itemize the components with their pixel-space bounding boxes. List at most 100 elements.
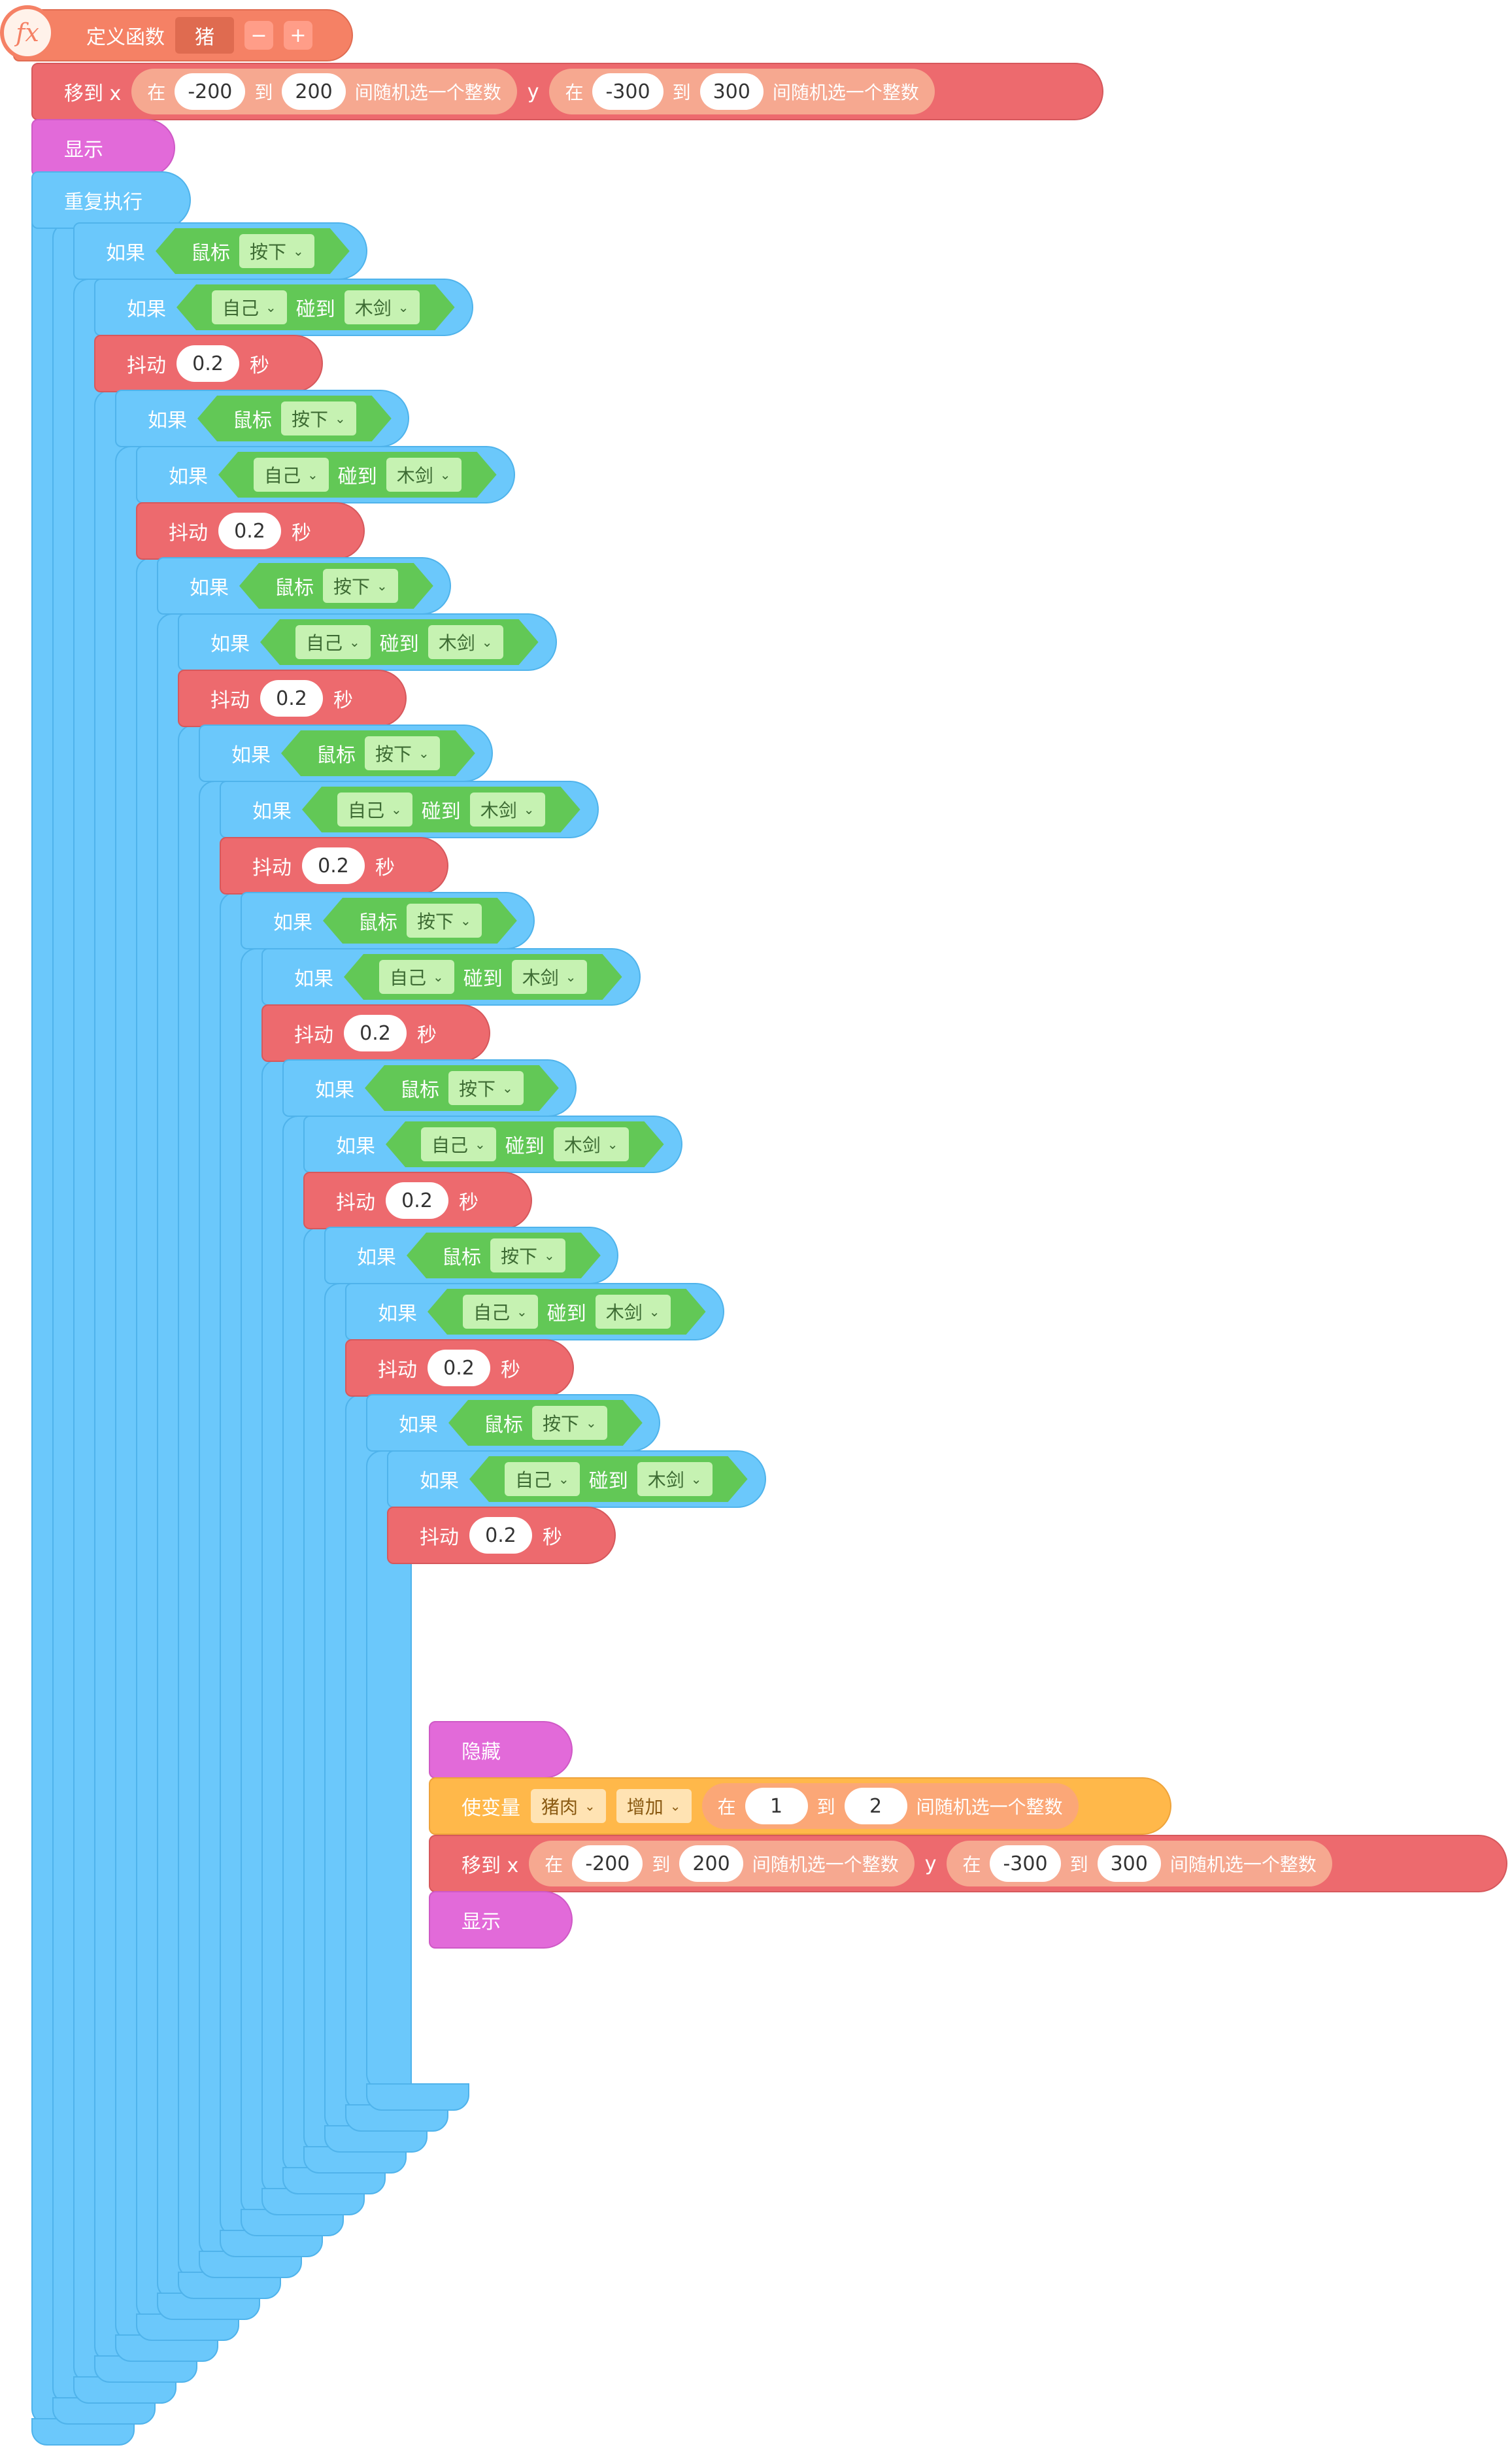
mouse-state-dropdown[interactable]: 按下 ⌄ [365,736,440,770]
random-x-reporter[interactable]: 在 -200 到 200 间随机选一个整数 [529,1841,915,1886]
target-dropdown[interactable]: 木剑 ⌄ [470,793,545,827]
x-to-input[interactable]: 200 [282,73,346,110]
touching-condition[interactable]: 自己 ⌄ 碰到 木剑 ⌄ [428,1289,706,1335]
subject-dropdown[interactable]: 自己 ⌄ [463,1295,538,1329]
show-block[interactable]: 显示 [31,119,175,177]
random-to-input[interactable]: 2 [844,1788,907,1824]
if-mouse-block[interactable]: 如果 鼠标 按下 ⌄ [282,1059,577,1117]
y-to-input[interactable]: 300 [1097,1845,1161,1882]
shake-duration-input[interactable]: 0.2 [428,1350,490,1386]
minus-param-button[interactable]: − [244,21,273,50]
shake-block[interactable]: 抖动 0.2 秒 [387,1507,616,1564]
if-touch-block[interactable]: 如果 自己 ⌄ 碰到 木剑 ⌄ [178,613,557,671]
touching-condition[interactable]: 自己 ⌄ 碰到 木剑 ⌄ [344,954,622,1000]
mouse-state-dropdown[interactable]: 按下 ⌄ [239,234,314,268]
target-dropdown[interactable]: 木剑 ⌄ [428,625,503,659]
if-touch-block[interactable]: 如果 自己 ⌄ 碰到 木剑 ⌄ [261,948,641,1006]
touching-condition[interactable]: 自己 ⌄ 碰到 木剑 ⌄ [260,619,539,665]
if-mouse-block[interactable]: 如果 鼠标 按下 ⌄ [199,725,493,782]
touching-condition[interactable]: 自己 ⌄ 碰到 木剑 ⌄ [302,787,580,832]
if-touch-block[interactable]: 如果 自己 ⌄ 碰到 木剑 ⌄ [387,1450,766,1508]
shake-block[interactable]: 抖动 0.2 秒 [303,1172,532,1229]
random-reporter[interactable]: 在 1 到 2 间随机选一个整数 [701,1783,1079,1829]
mouse-state-dropdown[interactable]: 按下 ⌄ [532,1406,607,1440]
subject-dropdown[interactable]: 自己 ⌄ [337,793,412,827]
random-from-input[interactable]: 1 [745,1788,808,1824]
move-to-block[interactable]: 移到 x 在 -200 到 200 间随机选一个整数 y 在 -300 到 30… [429,1835,1507,1892]
shake-duration-input[interactable]: 0.2 [176,345,239,382]
target-dropdown[interactable]: 木剑 ⌄ [386,458,462,492]
if-touch-block[interactable]: 如果 自己 ⌄ 碰到 木剑 ⌄ [136,446,515,503]
mouse-pressed-condition[interactable]: 鼠标 按下 ⌄ [323,898,517,944]
subject-dropdown[interactable]: 自己 ⌄ [505,1462,580,1496]
hide-block[interactable]: 隐藏 [429,1721,573,1779]
shake-duration-input[interactable]: 0.2 [469,1517,532,1554]
mouse-pressed-condition[interactable]: 鼠标 按下 ⌄ [407,1233,601,1278]
subject-dropdown[interactable]: 自己 ⌄ [212,290,287,324]
x-from-input[interactable]: -200 [572,1845,643,1882]
shake-duration-input[interactable]: 0.2 [302,847,365,884]
y-from-input[interactable]: -300 [990,1845,1061,1882]
if-mouse-block[interactable]: 如果 鼠标 按下 ⌄ [241,892,535,949]
target-dropdown[interactable]: 木剑 ⌄ [596,1295,671,1329]
shake-duration-input[interactable]: 0.2 [386,1182,448,1219]
if-mouse-block[interactable]: 如果 鼠标 按下 ⌄ [73,222,367,280]
target-dropdown[interactable]: 木剑 ⌄ [344,290,420,324]
subject-dropdown[interactable]: 自己 ⌄ [379,960,454,994]
mouse-state-dropdown[interactable]: 按下 ⌄ [323,569,398,603]
if-mouse-block[interactable]: 如果 鼠标 按下 ⌄ [115,390,409,447]
if-touch-block[interactable]: 如果 自己 ⌄ 碰到 木剑 ⌄ [94,279,473,336]
shake-block[interactable]: 抖动 0.2 秒 [178,670,407,727]
shake-block[interactable]: 抖动 0.2 秒 [136,502,365,560]
plus-param-button[interactable]: + [284,21,312,50]
target-dropdown[interactable]: 木剑 ⌄ [512,960,587,994]
if-touch-block[interactable]: 如果 自己 ⌄ 碰到 木剑 ⌄ [303,1116,682,1173]
random-x-reporter[interactable]: 在 -200 到 200 间随机选一个整数 [131,69,517,114]
operation-dropdown[interactable]: 增加 ⌄ [616,1789,692,1823]
mouse-state-dropdown[interactable]: 按下 ⌄ [448,1071,524,1105]
function-name-field[interactable]: 猪 [175,17,234,54]
x-to-input[interactable]: 200 [679,1845,743,1882]
subject-dropdown[interactable]: 自己 ⌄ [254,458,329,492]
touching-condition[interactable]: 自己 ⌄ 碰到 木剑 ⌄ [469,1456,748,1502]
repeat-forever-header[interactable]: 重复执行 [31,171,191,229]
mouse-state-dropdown[interactable]: 按下 ⌄ [281,401,356,435]
x-from-input[interactable]: -200 [175,73,246,110]
target-dropdown[interactable]: 木剑 ⌄ [637,1462,713,1496]
touching-condition[interactable]: 自己 ⌄ 碰到 木剑 ⌄ [218,452,497,498]
mouse-state-dropdown[interactable]: 按下 ⌄ [407,904,482,938]
variable-dropdown[interactable]: 猪肉 ⌄ [531,1789,606,1823]
mouse-state-dropdown[interactable]: 按下 ⌄ [490,1238,565,1272]
mouse-pressed-condition[interactable]: 鼠标 按下 ⌄ [239,563,433,609]
define-function-block[interactable]: 定义函数 猪 − + [13,9,353,61]
random-y-reporter[interactable]: 在 -300 到 300 间随机选一个整数 [947,1841,1332,1886]
mouse-pressed-condition[interactable]: 鼠标 按下 ⌄ [448,1400,643,1446]
mouse-pressed-condition[interactable]: 鼠标 按下 ⌄ [281,730,475,776]
if-mouse-block[interactable]: 如果 鼠标 按下 ⌄ [157,557,451,615]
show-block[interactable]: 显示 [429,1891,573,1949]
mouse-pressed-condition[interactable]: 鼠标 按下 ⌄ [197,396,392,441]
shake-duration-input[interactable]: 0.2 [218,513,281,549]
shake-block[interactable]: 抖动 0.2 秒 [94,335,323,392]
if-touch-block[interactable]: 如果 自己 ⌄ 碰到 木剑 ⌄ [345,1283,724,1340]
shake-block[interactable]: 抖动 0.2 秒 [345,1339,574,1397]
shake-block[interactable]: 抖动 0.2 秒 [220,837,448,895]
if-touch-block[interactable]: 如果 自己 ⌄ 碰到 木剑 ⌄ [220,781,599,838]
target-dropdown[interactable]: 木剑 ⌄ [554,1127,629,1161]
change-variable-block[interactable]: 使变量 猪肉 ⌄ 增加 ⌄ 在 1 到 2 间随机选一个整数 [429,1777,1171,1835]
y-to-input[interactable]: 300 [699,73,764,110]
touching-condition[interactable]: 自己 ⌄ 碰到 木剑 ⌄ [386,1121,664,1167]
move-to-block[interactable]: 移到 x 在 -200 到 200 间随机选一个整数 y 在 -300 到 30… [31,63,1103,120]
if-mouse-block[interactable]: 如果 鼠标 按下 ⌄ [324,1227,618,1284]
random-y-reporter[interactable]: 在 -300 到 300 间随机选一个整数 [549,69,935,114]
touching-condition[interactable]: 自己 ⌄ 碰到 木剑 ⌄ [176,284,455,330]
if-mouse-block[interactable]: 如果 鼠标 按下 ⌄ [366,1394,660,1452]
shake-block[interactable]: 抖动 0.2 秒 [261,1004,490,1062]
y-from-input[interactable]: -300 [592,73,664,110]
subject-dropdown[interactable]: 自己 ⌄ [295,625,371,659]
shake-duration-input[interactable]: 0.2 [260,680,323,717]
shake-duration-input[interactable]: 0.2 [344,1015,407,1051]
mouse-pressed-condition[interactable]: 鼠标 按下 ⌄ [156,228,350,274]
mouse-pressed-condition[interactable]: 鼠标 按下 ⌄ [365,1065,559,1111]
subject-dropdown[interactable]: 自己 ⌄ [421,1127,496,1161]
